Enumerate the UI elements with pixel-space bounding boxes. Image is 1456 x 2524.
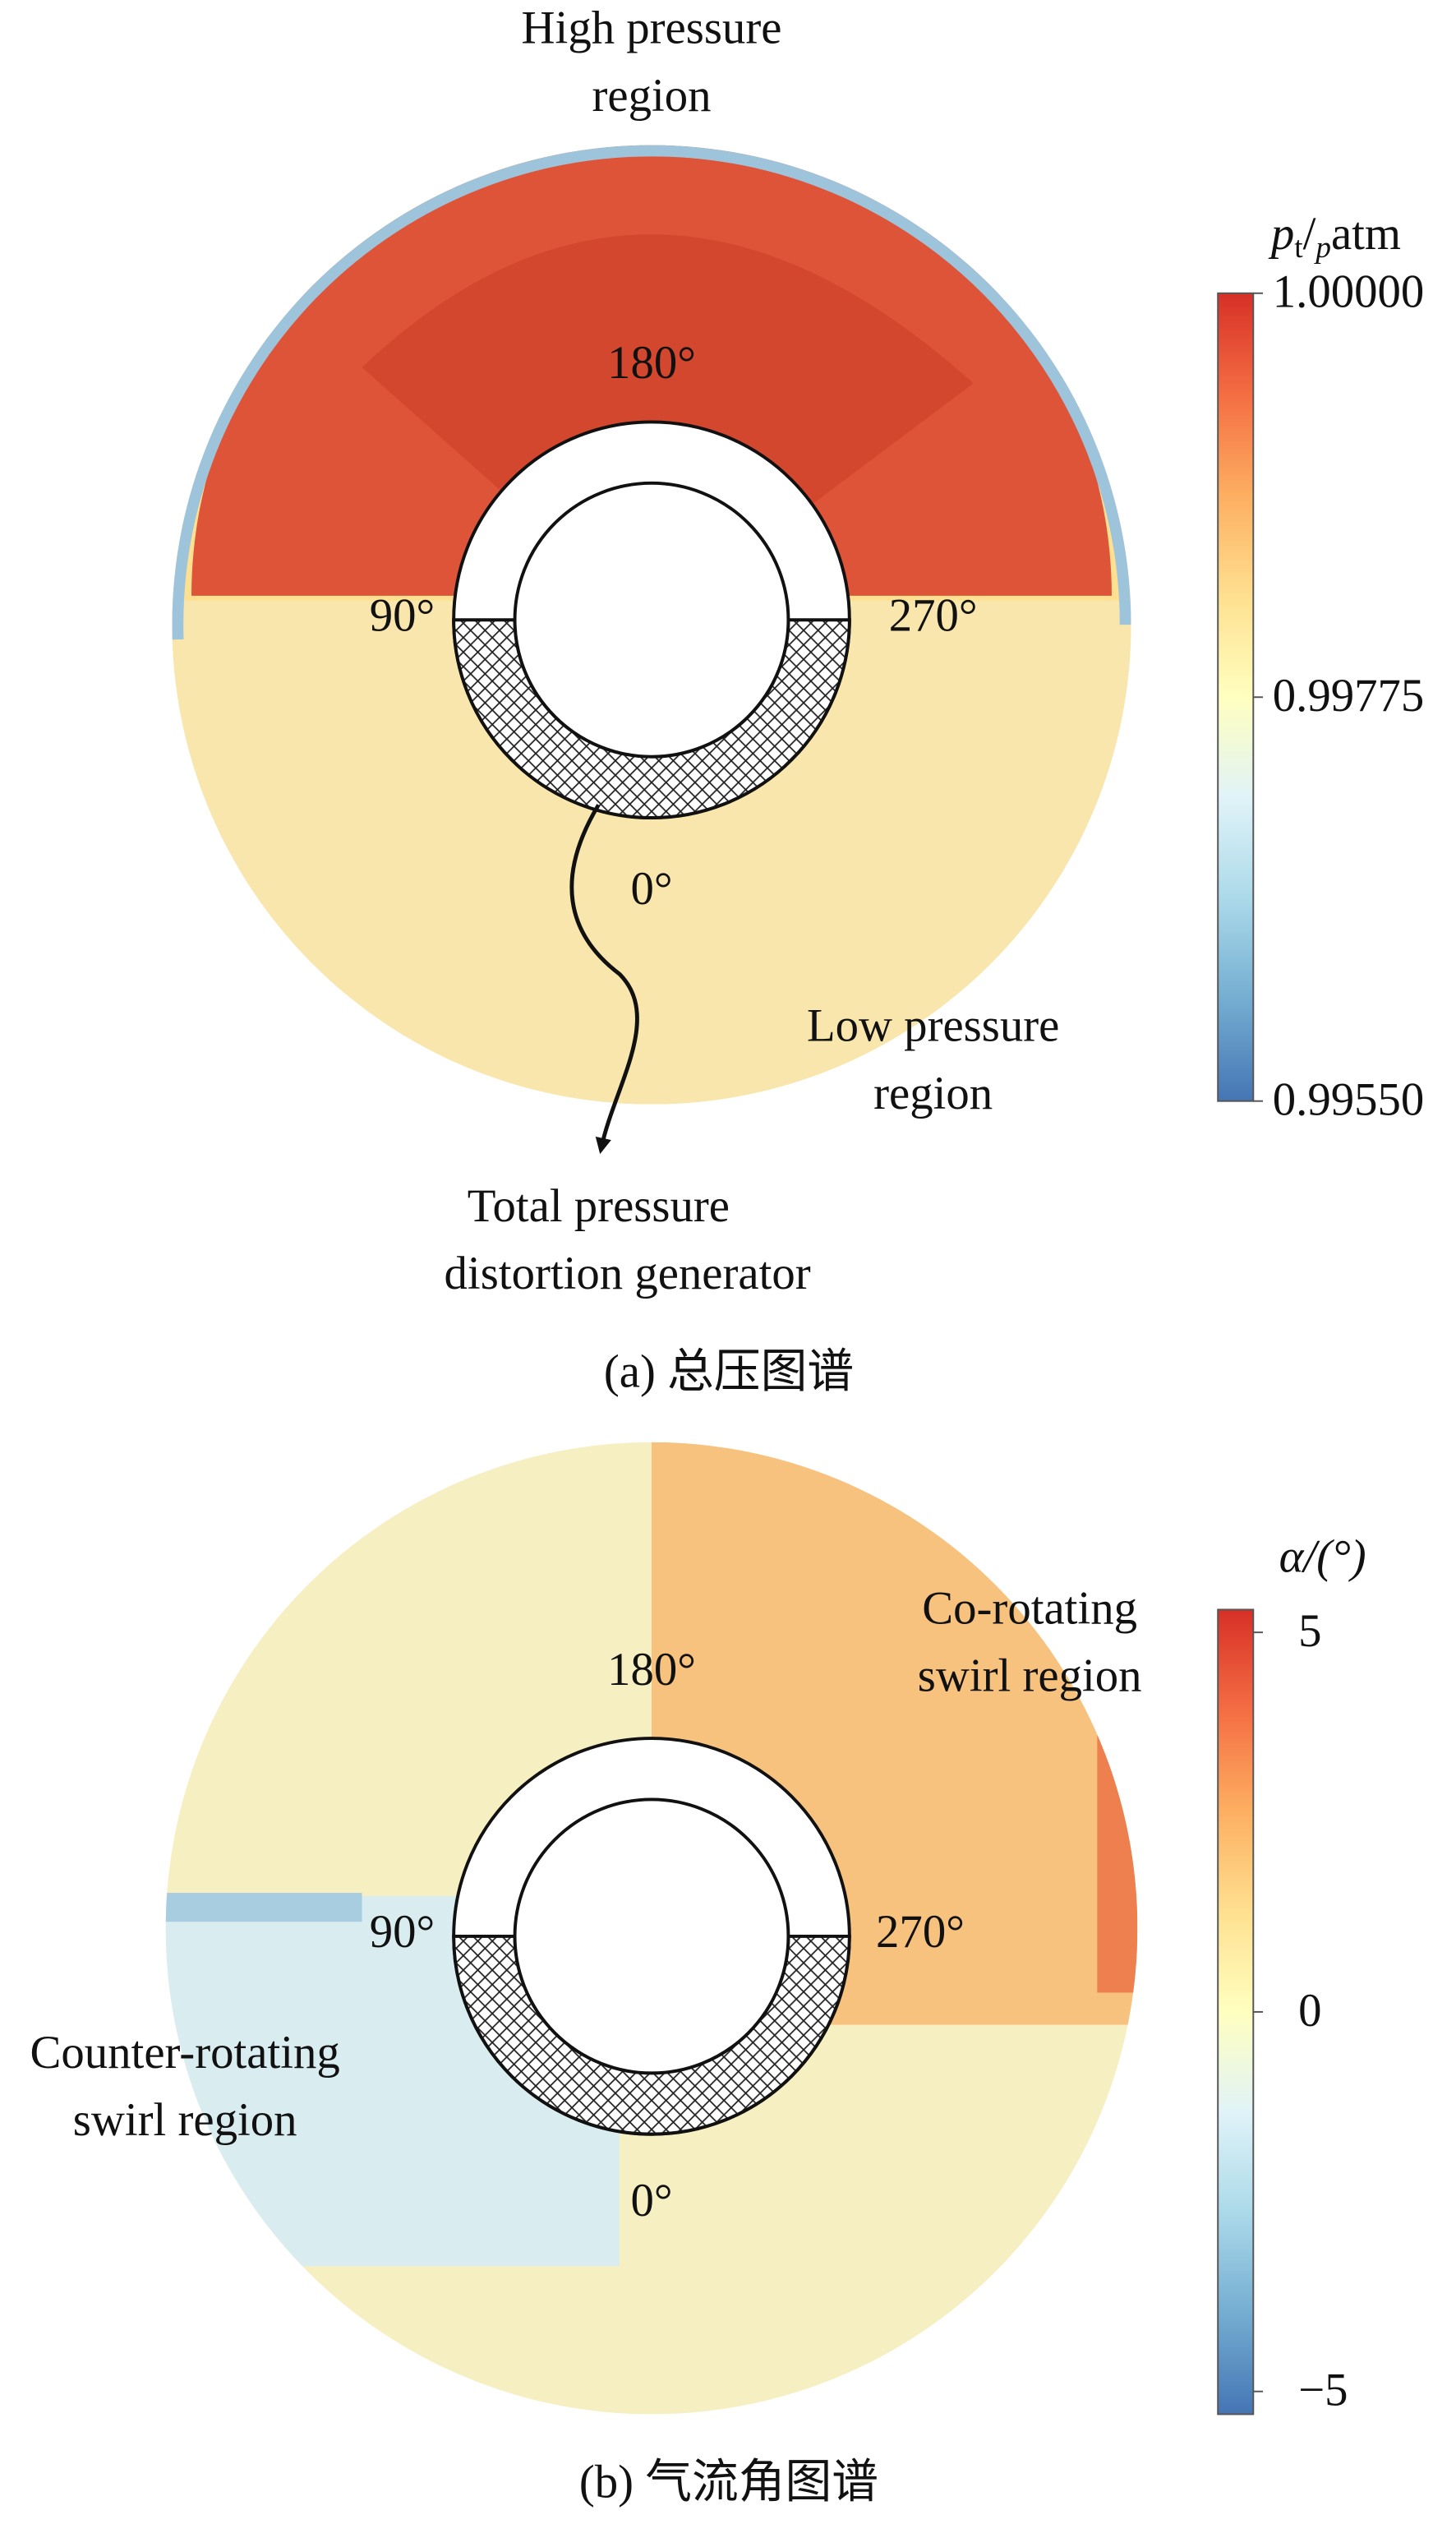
colorbar-title-part: α/(°) xyxy=(1279,1531,1366,1583)
contour-map xyxy=(172,145,1131,1105)
angle-label: 90° xyxy=(370,1906,435,1958)
angle-label: 270° xyxy=(889,589,978,641)
angle-label: 0° xyxy=(630,2175,672,2226)
colorbar-tick-label: 0.99550 xyxy=(1273,1074,1425,1126)
colorbar-tick-label: 1.00000 xyxy=(1273,266,1425,318)
colorbar xyxy=(1217,1608,1255,2416)
colorbar-title-part: t xyxy=(1294,230,1303,264)
contour-counter-core xyxy=(165,1893,362,1922)
annotation: Co-rotating xyxy=(922,1582,1137,1634)
colorbar-title: α/(°) xyxy=(1279,1531,1366,1583)
colorbar-tick-label: 0 xyxy=(1298,1985,1321,2037)
angle-label: 0° xyxy=(630,863,672,915)
generator-arrow xyxy=(569,804,639,1155)
colorbar-tick-label: 5 xyxy=(1298,1605,1321,1657)
panel-caption: (a) 总压图谱 xyxy=(604,1346,854,1398)
colorbar-title-part: / xyxy=(1303,208,1316,260)
colorbar-title-part: p xyxy=(1313,230,1331,264)
contour-map xyxy=(165,1442,1138,2415)
colorbar-title-part: p xyxy=(1268,208,1294,260)
annotation: region xyxy=(873,1068,993,1119)
colorbar-tick-label: −5 xyxy=(1298,2365,1348,2416)
contour-edge xyxy=(172,145,1131,1105)
annotation: Low pressure xyxy=(807,1000,1059,1052)
panel: 180° 90° 270° 0° 5 0 −5 α/(°) (b) 气流角图谱 xyxy=(165,1442,1366,2508)
annotation: region xyxy=(592,70,711,122)
annotation: Counter-rotating xyxy=(30,2027,340,2079)
colorbar-title-part: atm xyxy=(1331,208,1401,260)
annotation: Total pressure xyxy=(468,1180,730,1232)
annotation: swirl region xyxy=(918,1650,1142,1702)
generator-inner xyxy=(513,1797,790,2075)
annotation: distortion generator xyxy=(445,1248,811,1299)
colorbar-tick-label: 0.99775 xyxy=(1273,670,1425,722)
angle-label: 270° xyxy=(876,1906,965,1958)
annotation: High pressure xyxy=(522,2,782,54)
panel-caption: (b) 气流角图谱 xyxy=(579,2457,878,2508)
panel: 180° 90° 270° 0° 1.00000 0.99775 0.99550 pt/pat… xyxy=(172,145,1425,1398)
angle-label: 180° xyxy=(607,337,696,389)
colorbar xyxy=(1217,292,1255,1102)
angle-label: 180° xyxy=(607,1644,696,1696)
annotation: swirl region xyxy=(73,2094,297,2146)
generator-inner xyxy=(513,481,790,759)
colorbar-title: pt/patm xyxy=(1268,208,1401,264)
angle-label: 90° xyxy=(370,589,435,641)
